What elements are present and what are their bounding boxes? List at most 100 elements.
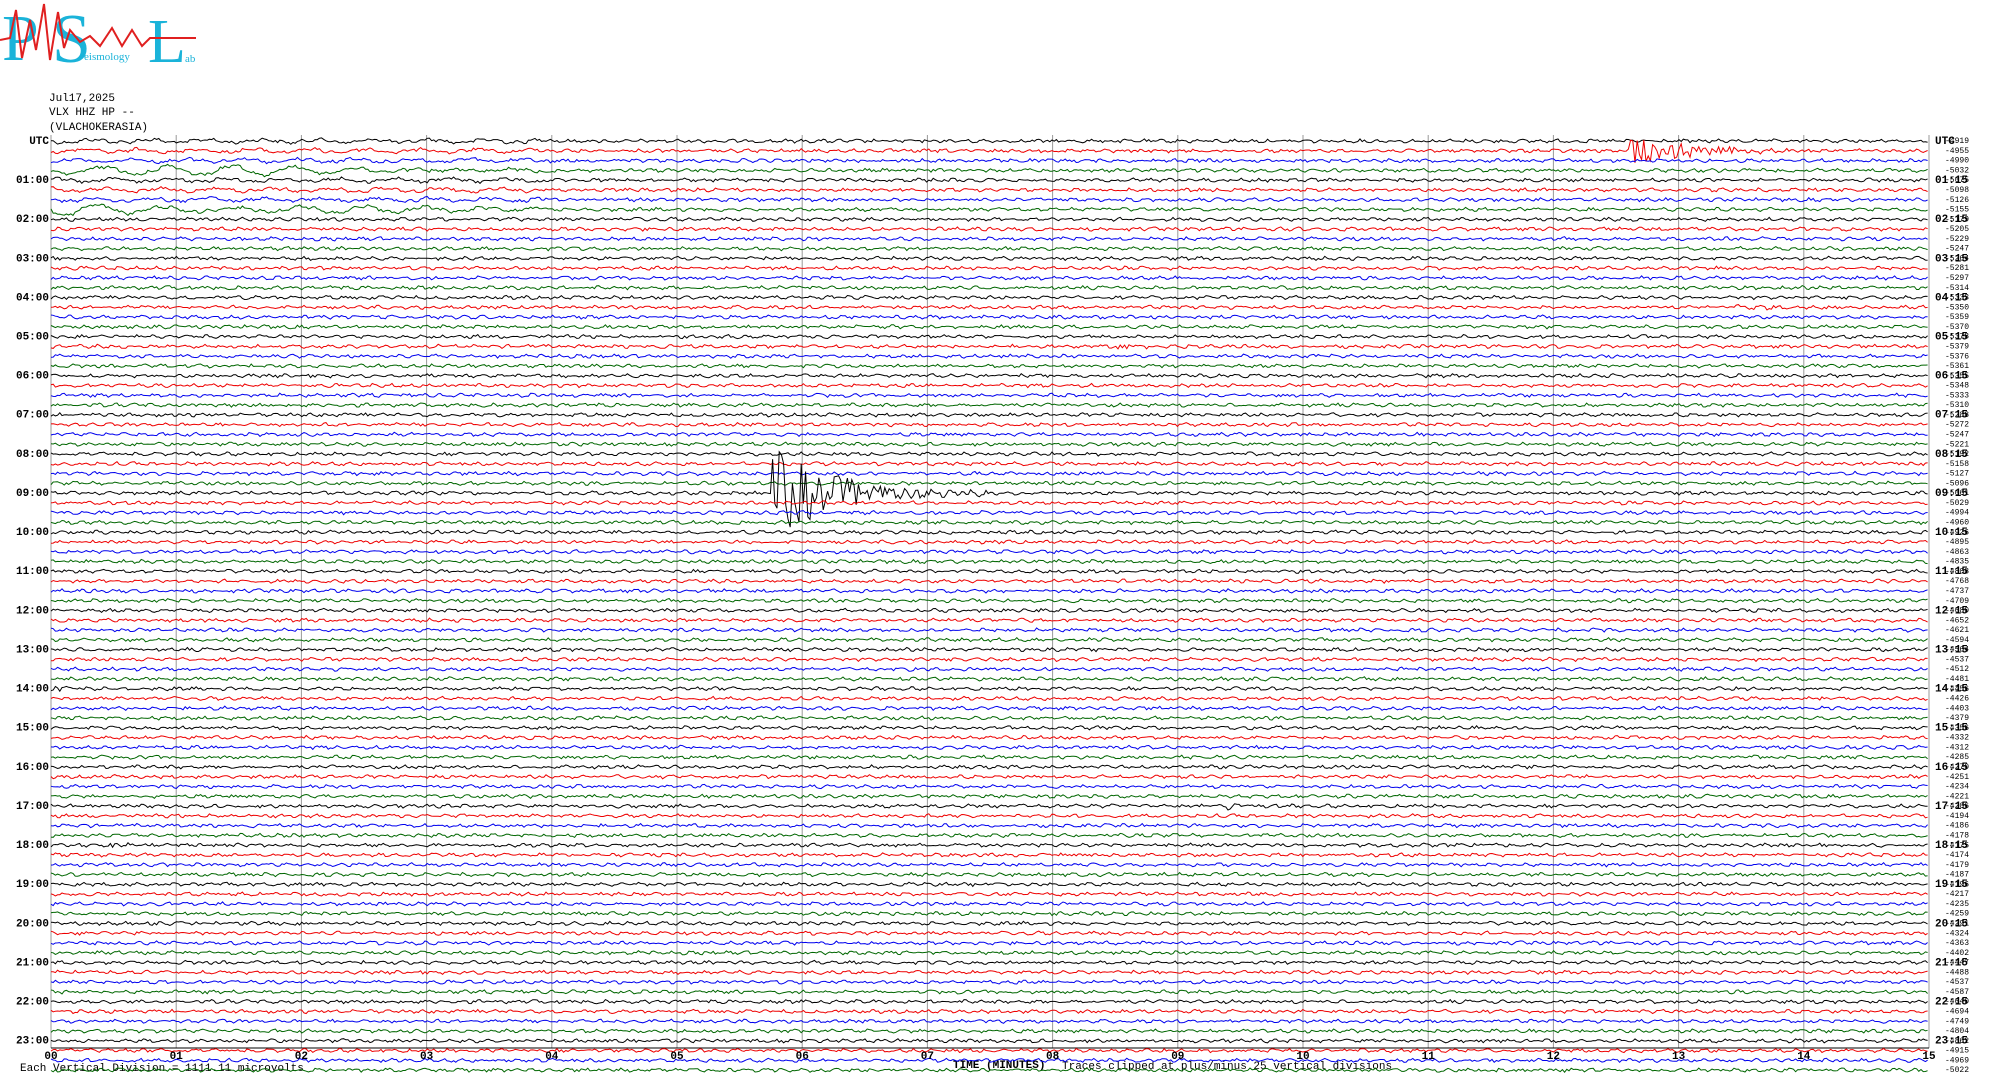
trace <box>50 363 1928 369</box>
trace <box>51 137 1928 145</box>
trace-offset: -4402 <box>1945 949 1969 958</box>
trace <box>50 500 1928 506</box>
hour-label: 06:00 <box>16 371 49 383</box>
trace <box>50 139 1928 163</box>
trace <box>50 324 1928 330</box>
trace-offset: -4768 <box>1945 577 1969 586</box>
trace <box>50 891 1928 897</box>
trace <box>50 989 1928 995</box>
trace <box>50 343 1928 350</box>
trace <box>50 725 1928 731</box>
trace <box>50 519 1928 526</box>
trace-offset: -5179 <box>1945 215 1969 224</box>
trace <box>50 470 1928 477</box>
hour-label: 15:00 <box>16 723 49 735</box>
trace <box>50 568 1928 575</box>
trace-offset: -4221 <box>1945 792 1969 801</box>
trace <box>50 617 1928 623</box>
hour-label: 23:15 <box>1935 1036 1968 1048</box>
trace <box>50 705 1928 712</box>
trace <box>50 284 1928 291</box>
trace-offset: -5350 <box>1945 303 1969 312</box>
trace-offset: -4512 <box>1945 665 1969 674</box>
trace-offset: -5158 <box>1945 460 1969 469</box>
trace-offset: -5348 <box>1945 382 1969 391</box>
trace-offset: -4324 <box>1945 929 1969 938</box>
trace <box>50 695 1928 702</box>
x-tick-label: 06 <box>796 1051 809 1063</box>
hour-label: 20:15 <box>1935 918 1968 930</box>
trace-offset: -4270 <box>1945 763 1969 772</box>
traces <box>50 137 1928 1073</box>
trace <box>50 646 1928 653</box>
trace-offset: -4194 <box>1945 812 1969 821</box>
trace <box>50 304 1928 311</box>
hour-label: UTC <box>29 136 49 148</box>
x-tick-label: 00 <box>44 1051 57 1063</box>
hour-label: 14:00 <box>16 684 49 696</box>
trace <box>50 656 1928 663</box>
logo: P S L eismology ab <box>0 1 196 78</box>
trace-offset: -4488 <box>1945 968 1969 977</box>
trace <box>50 754 1928 760</box>
hour-label: 03:00 <box>16 253 49 265</box>
trace-offset: -5288 <box>1945 411 1969 420</box>
trace <box>50 607 1928 614</box>
trace <box>50 597 1928 604</box>
x-tick-label: 15 <box>1922 1051 1936 1063</box>
hour-label: 12:00 <box>16 605 49 617</box>
trace <box>50 1018 1928 1024</box>
hour-label: 06:15 <box>1935 371 1968 383</box>
trace-offset: -4537 <box>1945 978 1969 987</box>
hour-label: 10:15 <box>1935 527 1968 539</box>
trace <box>50 412 1928 418</box>
trace-offset: -4621 <box>1945 626 1969 635</box>
trace <box>50 666 1928 672</box>
trace <box>50 940 1928 946</box>
trace-offset: -4379 <box>1945 714 1969 723</box>
trace-offset: -4332 <box>1945 734 1969 743</box>
trace-offset: -5355 <box>1945 372 1969 381</box>
trace <box>50 1008 1928 1015</box>
trace <box>50 509 1928 516</box>
hour-label: 11:00 <box>16 566 49 578</box>
trace-offset: -4259 <box>1945 910 1969 919</box>
trace-offset: -4587 <box>1945 988 1969 997</box>
logo-text: eismology <box>84 51 130 63</box>
hour-label: 07:00 <box>16 410 49 422</box>
trace-offset: -4640 <box>1945 998 1969 1007</box>
trace-offset: -4594 <box>1945 636 1969 645</box>
trace <box>50 255 1928 262</box>
x-tick-label: 05 <box>670 1051 684 1063</box>
trace-offset: -4709 <box>1945 597 1969 606</box>
hour-label: 21:00 <box>16 957 49 969</box>
date: Jul17,2025 <box>49 93 115 105</box>
trace <box>50 803 1928 811</box>
trace <box>50 461 1928 467</box>
trace <box>50 871 1928 878</box>
trace <box>50 764 1928 770</box>
trace-offset: -5061 <box>1945 489 1969 498</box>
trace-offset: -5247 <box>1945 431 1969 440</box>
x-tick-label: 12 <box>1547 1051 1560 1063</box>
logo-wave <box>0 3 196 61</box>
trace-offset: -5264 <box>1945 254 1969 263</box>
hour-label: 17:00 <box>16 801 49 813</box>
trace-offset: -4235 <box>1945 900 1969 909</box>
trace-offset: -5229 <box>1945 235 1969 244</box>
trace-offset: -4206 <box>1945 802 1969 811</box>
trace <box>50 353 1928 359</box>
trace-offset: -4808 <box>1945 567 1969 576</box>
trace <box>50 558 1928 565</box>
trace-offset: -4186 <box>1945 822 1969 831</box>
trace-offset: -5126 <box>1945 196 1969 205</box>
hour-label: 02:15 <box>1935 214 1968 226</box>
trace-offset: -4234 <box>1945 783 1969 792</box>
trace-offset: -5247 <box>1945 245 1969 254</box>
trace <box>50 195 1928 204</box>
trace-offset: -4291 <box>1945 920 1969 929</box>
trace <box>50 163 1928 178</box>
x-tick-label: 03 <box>420 1051 434 1063</box>
trace <box>50 588 1928 594</box>
